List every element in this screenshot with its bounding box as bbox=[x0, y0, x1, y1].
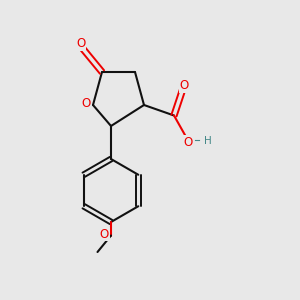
Text: O: O bbox=[76, 37, 85, 50]
Text: O: O bbox=[82, 97, 91, 110]
Text: O: O bbox=[183, 136, 192, 149]
Text: O: O bbox=[100, 227, 109, 241]
Text: H: H bbox=[204, 136, 212, 146]
Text: O: O bbox=[180, 79, 189, 92]
